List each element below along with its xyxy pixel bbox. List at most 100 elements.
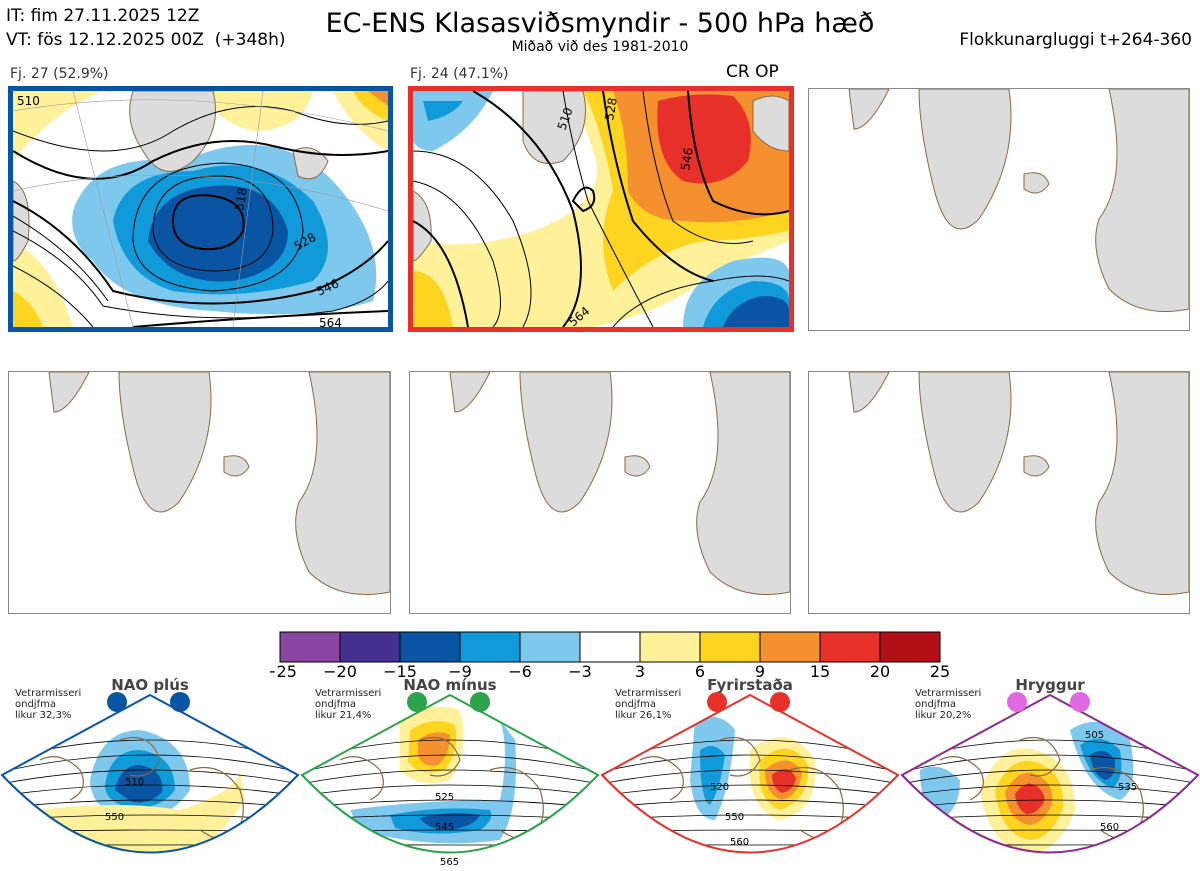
- regime-3-contour-line-4: [902, 799, 1198, 809]
- cluster-map-24: 510 528 546 564: [408, 86, 794, 332]
- regime-0-frame: [0, 693, 300, 854]
- regime-3-contour-line-8: [900, 856, 1200, 860]
- regime-0-name: NAO plús: [111, 676, 189, 694]
- regime-2-contour-line-8: [600, 856, 900, 860]
- regime-1-contour-2: 565: [440, 857, 459, 868]
- regime-0-contour-0: 510: [125, 777, 144, 788]
- regime-3-dot-1: [1070, 692, 1090, 712]
- regime-1-contour-line-4: [302, 799, 598, 809]
- regime-2-dot-0: [707, 692, 727, 712]
- regime-2-dot-1: [770, 692, 790, 712]
- colorbar-tick-4: −6: [508, 662, 532, 678]
- colorbar-bin-9: [819, 631, 881, 663]
- colorbar-bin-2: [399, 631, 461, 663]
- regime-1-coastline: [339, 736, 561, 844]
- colorbar-tick-1: −20: [323, 662, 357, 678]
- panel-1-contour-564: 564: [319, 316, 342, 327]
- regime-0-contour-line-2: [2, 769, 298, 785]
- page-subtitle: Miðað við des 1981-2010: [511, 39, 689, 55]
- colorbar-bin-7: [699, 631, 761, 663]
- colorbar-bin-8: [759, 631, 821, 663]
- empty-map-4: [8, 371, 391, 614]
- regime-0-anomaly-2: [115, 765, 163, 803]
- colorbar-tick-3: −9: [448, 662, 472, 678]
- cluster-map-27-svg: 510 518 528 546 564: [13, 91, 388, 327]
- empty-map-3: [808, 88, 1190, 331]
- colorbar-bin-4: [519, 631, 581, 663]
- regime-3-contour-1: 535: [1118, 782, 1137, 793]
- colorbar-tick-11: 25: [930, 662, 950, 678]
- valid-time: VT: fös 12.12.2025 00Z (+348h): [6, 30, 286, 50]
- panel-2-label: Fj. 24 (47.1%): [410, 66, 509, 82]
- panel-2-contour-528: 528: [602, 97, 620, 122]
- colorbar-tick-8: 9: [755, 662, 765, 678]
- regime-1-contour-line-2: [302, 769, 598, 785]
- colorbar-tick-9: 15: [810, 662, 830, 678]
- regime-1-anomaly-5: [420, 813, 480, 830]
- regime-1-contour-0: 525: [435, 792, 454, 803]
- regime-2-info: Vetrarmisseri ondjfma likur 26,1%: [615, 688, 682, 721]
- control-run-tag: CR OP: [726, 62, 779, 82]
- regime-1-frame: [300, 693, 600, 854]
- regime-1-contour-1: 545: [435, 822, 454, 833]
- colorbar-bin-10: [879, 631, 941, 663]
- regime-1-name: NAO mínus: [403, 676, 497, 694]
- header-times: IT: fim 27.11.2025 12Z VT: fös 12.12.202…: [6, 4, 285, 52]
- regime-3-contour-line-2: [902, 769, 1198, 785]
- colorbar-bin-1: [339, 631, 401, 663]
- empty-map-5: [409, 371, 791, 614]
- regime-0-map: 510 550: [0, 692, 300, 860]
- regime-2-contour-line-2: [602, 769, 898, 785]
- regime-3-info: Vetrarmisseri ondjfma likur 20,2%: [915, 688, 982, 721]
- panel-1-contour-518: 518: [232, 187, 250, 212]
- regime-2-map: 520 550 560: [600, 692, 900, 860]
- regime-3-dot-0: [1007, 692, 1027, 712]
- regime-3-anomaly-3: [1015, 783, 1045, 815]
- regime-2-contour-line-4: [602, 799, 898, 809]
- regime-3-name: Hryggur: [1015, 676, 1085, 694]
- regime-0-contour-line-4: [2, 799, 298, 809]
- regime-1-dot-1: [470, 692, 490, 712]
- regime-2-frame: [600, 693, 900, 854]
- colorbar-bin-3: [459, 631, 521, 663]
- colorbar-bin-6: [639, 631, 701, 663]
- regime-2-anomaly-5: [772, 769, 796, 793]
- page-title: EC-ENS Klasasviðsmyndir - 500 hPa hæð: [325, 8, 875, 39]
- regime-2-contour-0: 520: [710, 782, 729, 793]
- panel-1-label: Fj. 27 (52.9%): [10, 66, 109, 82]
- regime-0-contour-line-3: [2, 784, 298, 797]
- regime-3-contour-line-1: [902, 754, 1198, 773]
- regime-1-dot-0: [407, 692, 427, 712]
- regime-1-contour-line-1: [302, 754, 598, 773]
- cluster-map-27: 510 518 528 546 564: [8, 86, 393, 332]
- regime-2-coastline: [639, 736, 861, 844]
- regime-3-frame: [900, 693, 1200, 854]
- regime-0-contour-line-8: [0, 856, 300, 860]
- regime-1-map: 525 545 565: [300, 692, 600, 868]
- regime-3-contour-2: 560: [1100, 822, 1119, 833]
- empty-map-6: [808, 371, 1190, 614]
- cluster-map-24-svg: 510 528 546 564: [413, 91, 789, 327]
- colorbar-tick-2: −15: [383, 662, 417, 678]
- regime-2-contour-line-1: [602, 754, 898, 773]
- regime-1-info: Vetrarmisseri ondjfma likur 21,4%: [315, 688, 382, 721]
- regime-3-contour-0: 505: [1085, 730, 1104, 741]
- regime-2-contour-2: 560: [730, 837, 749, 848]
- regime-2-contour-1: 550: [725, 812, 744, 823]
- issue-time: IT: fim 27.11.2025 12Z: [6, 6, 200, 26]
- regime-3-coastline: [939, 736, 1161, 844]
- colorbar-tick-0: −25: [270, 662, 297, 678]
- colorbar-bin-5: [579, 631, 641, 663]
- panel-1-contour-510: 510: [17, 94, 40, 108]
- regime-0-dot-0: [107, 692, 127, 712]
- regime-3-map: 505 535 560: [900, 692, 1200, 860]
- colorbar-tick-6: 3: [635, 662, 645, 678]
- colorbar: −25 −20 −15 −9 −6 −3 3 6 9 15 20 25: [270, 631, 950, 678]
- regime-3-anomaly-6: [1090, 751, 1116, 780]
- colorbar-tick-10: 20: [870, 662, 890, 678]
- regime-3-contour-line-3: [902, 784, 1198, 797]
- colorbar-tick-5: −3: [568, 662, 592, 678]
- regime-2-anomaly-1: [700, 746, 725, 805]
- classification-window: Flokkunargluggi t+264-360: [959, 30, 1192, 50]
- regime-1-contour-line-3: [302, 784, 598, 797]
